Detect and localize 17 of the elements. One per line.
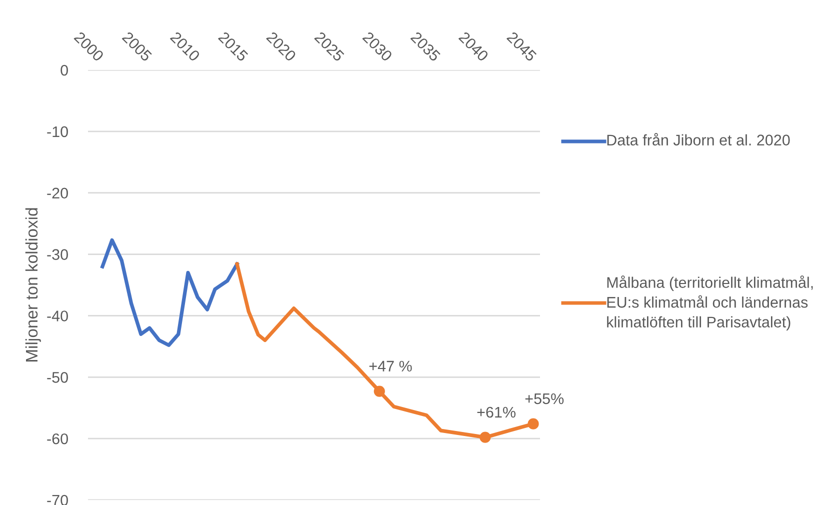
legend-label: Målbana (territoriellt klimatmål, EU:s klimatmål och ländernas klimatlöften till Parisavtalet) — [607, 275, 813, 331]
annotation: +61% — [477, 406, 516, 418]
y-tick-label: 0 — [60, 64, 68, 76]
y-tick-label: -50 — [47, 372, 68, 383]
point — [374, 386, 385, 397]
annotation: +47 % — [369, 360, 412, 372]
y-tick-label: -20 — [47, 188, 68, 199]
point — [480, 432, 491, 443]
y-tick-label: -60 — [47, 433, 68, 444]
line-series — [100, 238, 239, 348]
point — [528, 418, 539, 430]
y-tick-label: -40 — [47, 310, 68, 322]
y-axis-title: Miljoner ton koldioxid — [25, 208, 41, 362]
y-tick-label: -30 — [47, 249, 68, 260]
legend-label: Data från Jiborn et al. 2020 — [607, 133, 790, 146]
y-tick-label: -10 — [47, 126, 68, 138]
annotation: +55% — [525, 393, 564, 404]
